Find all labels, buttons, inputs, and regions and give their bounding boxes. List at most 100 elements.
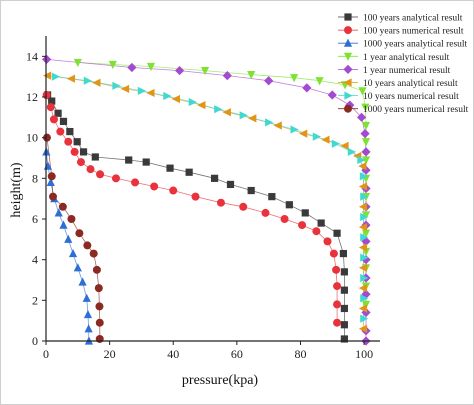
data-point — [340, 321, 348, 329]
data-point — [163, 91, 172, 101]
data-point — [333, 229, 341, 237]
x-tick-label: 100 — [355, 347, 373, 361]
data-point — [361, 236, 371, 246]
data-point — [48, 97, 56, 105]
data-point — [47, 172, 56, 181]
legend-label: 1000 years analytical result — [363, 40, 468, 50]
data-point — [264, 76, 274, 86]
data-point — [59, 220, 68, 229]
y-tick-label: 0 — [32, 334, 38, 348]
data-point — [358, 243, 368, 252]
data-point — [46, 177, 55, 186]
data-point — [312, 132, 321, 141]
data-point — [83, 241, 92, 250]
data-point — [76, 158, 85, 167]
data-point — [42, 54, 52, 64]
data-point — [333, 282, 342, 291]
data-point — [127, 62, 137, 73]
x-axis-title: pressure(kpa) — [182, 373, 259, 388]
data-point — [299, 129, 308, 138]
y-tick-label: 8 — [32, 171, 38, 185]
data-point — [75, 229, 84, 238]
data-point — [89, 249, 98, 258]
data-point — [333, 300, 342, 309]
x-tick-label: 80 — [294, 347, 306, 361]
data-point — [67, 215, 76, 223]
y-tick-label: 14 — [26, 49, 38, 63]
data-point — [361, 229, 371, 238]
data-point — [315, 77, 324, 86]
data-point — [185, 168, 193, 176]
data-point — [222, 108, 231, 117]
data-point — [361, 121, 371, 131]
series-line — [46, 59, 367, 341]
data-point — [125, 156, 133, 164]
data-point — [169, 186, 178, 195]
data-point — [131, 178, 140, 187]
data-point — [358, 324, 368, 333]
data-point — [360, 273, 369, 283]
data-point — [361, 138, 371, 147]
data-point — [54, 109, 62, 117]
y-tick-label: 10 — [26, 131, 38, 145]
data-point — [340, 335, 348, 343]
data-point — [64, 234, 73, 243]
data-point — [333, 318, 342, 327]
data-point — [340, 268, 348, 276]
data-point — [358, 223, 368, 232]
data-point — [112, 81, 121, 90]
legend-label: 100 years numerical result — [363, 27, 464, 37]
data-point — [46, 103, 55, 112]
legend-label: 100 years analytical result — [363, 14, 463, 24]
legend-marker — [343, 38, 353, 47]
series-line — [55, 76, 365, 319]
data-point — [361, 255, 371, 265]
data-point — [214, 105, 223, 114]
legend-marker — [344, 26, 352, 35]
x-tick-label: 20 — [104, 347, 116, 361]
data-point — [166, 164, 174, 172]
data-point — [210, 174, 219, 182]
data-point — [42, 133, 51, 142]
data-point — [360, 253, 369, 262]
legend-marker — [344, 104, 352, 113]
data-point — [248, 114, 257, 123]
legend: 100 years analytical result 100 years num… — [338, 13, 469, 115]
data-point — [59, 117, 68, 125]
data-point — [360, 212, 369, 222]
legend-label: 1 year numerical result — [363, 66, 451, 76]
legend-marker — [343, 78, 352, 87]
data-point — [360, 294, 369, 303]
data-point — [95, 302, 104, 311]
data-point — [358, 284, 368, 293]
data-point — [86, 165, 95, 174]
x-ticks: 0 20 40 60 80 100 — [43, 341, 373, 361]
data-point — [84, 324, 93, 333]
data-point — [111, 174, 120, 183]
data-point — [361, 147, 371, 157]
y-axis-title: height(m) — [9, 162, 24, 218]
data-point — [247, 71, 256, 80]
data-point — [273, 121, 282, 130]
series-line — [47, 75, 364, 329]
data-point — [358, 202, 368, 211]
data-point — [290, 74, 299, 83]
data-point — [247, 186, 255, 195]
y-tick-label: 6 — [32, 212, 38, 226]
data-point — [200, 66, 210, 76]
data-point — [331, 139, 341, 148]
data-point — [66, 127, 74, 136]
data-point — [73, 263, 82, 272]
data-point — [188, 97, 197, 107]
data-point — [48, 192, 57, 201]
data-point — [96, 170, 105, 179]
data-point — [358, 87, 367, 96]
data-point — [268, 193, 276, 201]
legend-label: 1000 years numerical result — [363, 105, 469, 115]
legend-marker — [343, 52, 353, 61]
y-tick-label: 4 — [32, 253, 38, 267]
data-point — [56, 127, 65, 136]
data-point — [120, 84, 130, 93]
data-point — [137, 86, 147, 95]
data-point — [302, 83, 312, 93]
